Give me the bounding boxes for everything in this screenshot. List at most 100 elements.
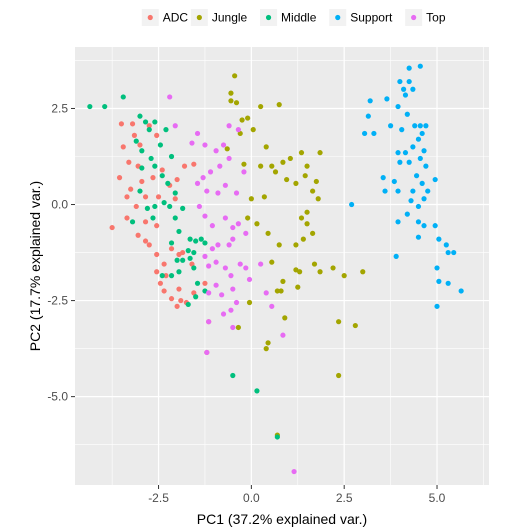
data-point <box>276 102 282 108</box>
data-point <box>367 98 373 104</box>
data-point <box>246 299 253 306</box>
data-point <box>137 142 143 148</box>
x-tick-label: -2.5 <box>148 491 169 505</box>
data-point <box>157 142 163 148</box>
data-point <box>148 155 154 162</box>
data-point <box>191 290 197 296</box>
data-point <box>159 167 165 173</box>
data-point <box>200 175 206 181</box>
data-point <box>194 130 201 137</box>
data-point <box>154 223 160 229</box>
data-point <box>159 173 165 179</box>
data-point <box>239 117 245 123</box>
data-point <box>213 148 219 154</box>
data-point <box>226 155 232 162</box>
data-point <box>194 280 201 286</box>
data-point <box>293 242 299 248</box>
legend-item-adc: ADC <box>141 9 189 26</box>
data-point <box>265 230 271 236</box>
data-point <box>445 280 451 286</box>
legend-label: Support <box>350 11 393 25</box>
legend-item-top: Top <box>405 9 446 26</box>
data-point <box>120 144 126 150</box>
data-point <box>408 198 414 204</box>
data-point <box>434 303 440 309</box>
data-point <box>336 319 342 325</box>
data-point <box>445 249 451 256</box>
data-point <box>204 188 210 194</box>
data-point <box>413 173 420 179</box>
data-point <box>421 196 427 202</box>
data-point <box>412 123 418 129</box>
data-point <box>317 150 323 156</box>
data-point <box>142 194 149 200</box>
data-point <box>269 259 275 265</box>
data-point <box>139 148 145 154</box>
data-point <box>146 123 152 129</box>
grid-major <box>75 47 489 485</box>
data-point <box>246 276 253 283</box>
data-point <box>133 203 139 210</box>
x-tick-label: 0.0 <box>243 491 260 505</box>
data-point <box>146 242 152 248</box>
data-point <box>215 190 221 196</box>
data-point <box>87 103 93 110</box>
data-point <box>144 205 151 211</box>
data-point <box>228 98 234 104</box>
data-point <box>417 155 423 162</box>
data-point <box>161 288 167 294</box>
data-point <box>154 251 160 258</box>
data-point <box>243 230 249 236</box>
data-point <box>402 150 409 156</box>
data-point <box>161 200 167 206</box>
data-point <box>436 236 442 242</box>
x-tick-label: 2.5 <box>336 491 353 505</box>
legend-label: Top <box>426 11 446 25</box>
data-point <box>202 213 208 219</box>
legend-key-dot <box>411 14 417 21</box>
data-point <box>180 249 186 256</box>
data-point <box>250 127 256 133</box>
data-point <box>315 196 321 202</box>
data-point <box>423 123 429 129</box>
data-point <box>202 280 208 286</box>
data-point <box>220 142 227 148</box>
data-point <box>287 155 293 162</box>
legend-label: Jungle <box>212 11 248 25</box>
data-point <box>191 161 197 167</box>
data-point <box>172 215 178 221</box>
data-point <box>222 215 228 221</box>
legend-key-dot <box>196 14 202 21</box>
data-point <box>152 203 158 210</box>
data-point <box>204 349 210 356</box>
data-point <box>124 194 130 200</box>
x-axis-title: PC1 (37.2% explained var.) <box>197 511 367 527</box>
plot-panel <box>75 47 489 485</box>
data-point <box>233 190 240 196</box>
data-point <box>224 146 230 152</box>
data-point <box>172 190 178 196</box>
legend-label: ADC <box>163 11 189 25</box>
data-point <box>226 242 232 248</box>
data-point <box>402 92 409 98</box>
data-point <box>280 159 286 165</box>
data-point <box>222 182 228 188</box>
data-point <box>174 176 180 183</box>
data-point <box>310 230 316 236</box>
data-point <box>167 94 173 100</box>
data-point <box>109 224 115 231</box>
data-point <box>174 303 180 309</box>
data-point <box>393 253 399 259</box>
data-point <box>168 296 175 302</box>
data-point <box>254 388 260 394</box>
data-point <box>432 176 438 183</box>
data-point <box>388 123 394 129</box>
data-point <box>304 221 310 227</box>
series-adc <box>109 121 212 356</box>
data-point <box>233 299 240 306</box>
data-point <box>419 130 425 137</box>
data-point <box>172 196 178 202</box>
data-point <box>258 261 264 267</box>
data-point <box>209 223 215 229</box>
